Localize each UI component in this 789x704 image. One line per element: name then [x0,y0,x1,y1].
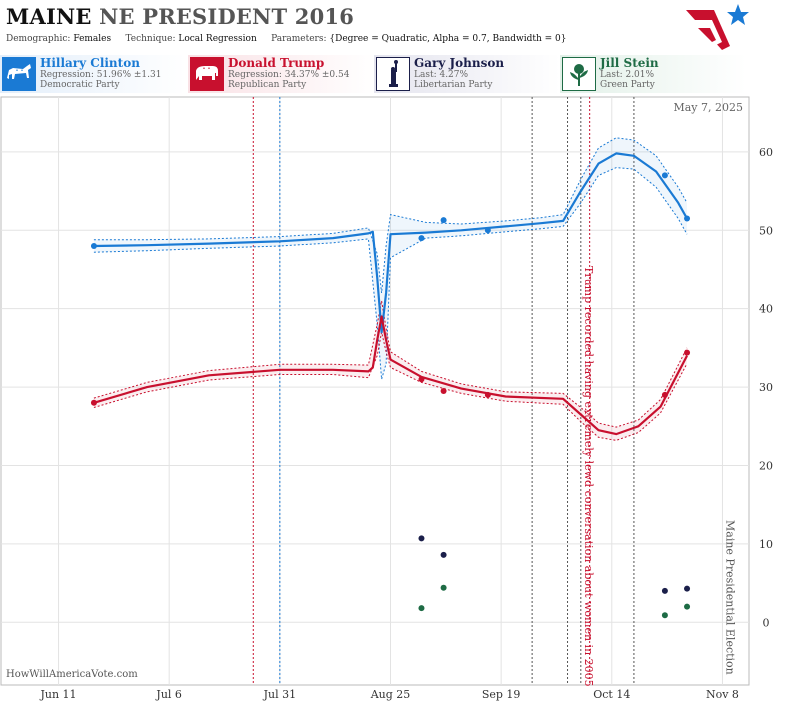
x-tick-label: Jul 31 [263,688,297,701]
grid-lines [1,97,749,685]
annotation-label: Trump recorded having extremely lewd con… [582,266,595,687]
date-stamp: May 7, 2025 [673,101,743,114]
x-tick-label: Sep 19 [482,688,521,701]
candidate-name: Hillary Clinton [40,56,140,70]
poll-point [484,391,491,398]
candidate-legend: Hillary Clinton Regression: 51.96% ±1.31… [0,55,789,93]
y-tick-label: 30 [759,381,773,394]
x-tick-label: Nov 8 [706,688,739,701]
poll-point [684,603,691,610]
poll-point [418,605,425,612]
x-tick-label: Oct 14 [593,688,630,701]
flower-icon [562,57,596,91]
candidate-card-johnson: Gary Johnson Last: 4.27% Libertarian Par… [374,55,560,93]
parameters-label: Parameters: [271,34,327,44]
x-tick-label: Jun 11 [39,688,76,701]
confidence-bands [93,137,688,441]
poll-point [684,349,691,356]
y-tick-label: 10 [759,538,773,551]
candidate-party: Libertarian Party [414,80,493,90]
parameters-value: {Degree = Quadratic, Alpha = 0.7, Bandwi… [329,34,567,44]
state-name: MAINE [6,4,92,29]
y-tick-label: 20 [759,459,773,472]
y-tick-label: 40 [759,303,773,316]
site-logo-icon [686,4,749,50]
poll-point [418,235,425,242]
poll-point [90,399,97,406]
x-tick-labels: Jun 11 Jul 6 Jul 31 Aug 25 Sep 19 Oct 14 Nov 8 [39,688,738,701]
candidate-party: Democratic Party [40,80,120,90]
annotation-label: Maine Presidential Election [723,520,736,675]
candidate-name: Donald Trump [228,56,325,70]
y-tick-labels: 0 10 20 30 40 50 60 [759,146,773,629]
poll-point [684,585,691,592]
candidate-name: Gary Johnson [414,56,505,70]
parameters-line: Demographic: Females Technique: Local Re… [6,34,566,44]
demographic-label: Demographic: [6,34,71,44]
poll-point [661,391,668,398]
poll-point [661,172,668,179]
poll-point [440,217,447,224]
footer-credit: HowWillAmericaVote.com [6,669,138,680]
demographic-value: Females [73,34,112,44]
band-lower-line [93,167,688,380]
plot-frame [0,96,750,686]
candidate-stat: Last: 4.27% [414,70,469,80]
poll-point [440,584,447,591]
poll-point [418,376,425,383]
trend-line [93,315,688,436]
candidate-stat: Regression: 51.96% ±1.31 [40,70,162,80]
trend-line [93,152,688,334]
poll-point [440,551,447,558]
page-title: MAINE NE PRESIDENT 2016 [6,4,354,29]
x-tick-label: Aug 25 [370,688,411,701]
poll-points [90,172,691,619]
poll-point [684,215,691,222]
x-tick-label: Jul 6 [155,688,182,701]
technique-label: Technique: [125,34,176,44]
y-tick-label: 60 [759,146,773,159]
poll-point [90,242,97,249]
candidate-party: Republican Party [228,80,307,90]
candidate-card-stein: Jill Stein Last: 2.01% Green Party [560,55,746,93]
poll-point [661,612,668,619]
technique-value: Local Regression [178,34,257,44]
y-tick-label: 0 [763,616,770,629]
annotations: Trump recorded having extremely lewd con… [582,266,737,687]
candidate-stat: Regression: 34.37% ±0.54 [228,70,350,80]
liberty-icon [376,57,410,91]
candidate-party: Green Party [600,80,655,90]
poll-point [661,587,668,594]
event-lines [252,97,635,685]
candidate-card-trump: Donald Trump Regression: 34.37% ±0.54 Re… [188,55,374,93]
elephant-icon [190,57,224,91]
poll-point [484,227,491,234]
poll-point [440,388,447,394]
candidate-card-clinton: Hillary Clinton Regression: 51.96% ±1.31… [0,55,186,93]
y-tick-label: 50 [759,224,773,237]
trend-lines [93,152,688,436]
donkey-icon [2,57,36,91]
race-name: NE PRESIDENT 2016 [99,4,355,29]
poll-point [418,535,425,542]
band-upper-line [93,300,688,428]
band-upper-line [93,137,688,294]
candidate-name: Jill Stein [600,56,659,70]
candidate-stat: Last: 2.01% [600,70,655,80]
